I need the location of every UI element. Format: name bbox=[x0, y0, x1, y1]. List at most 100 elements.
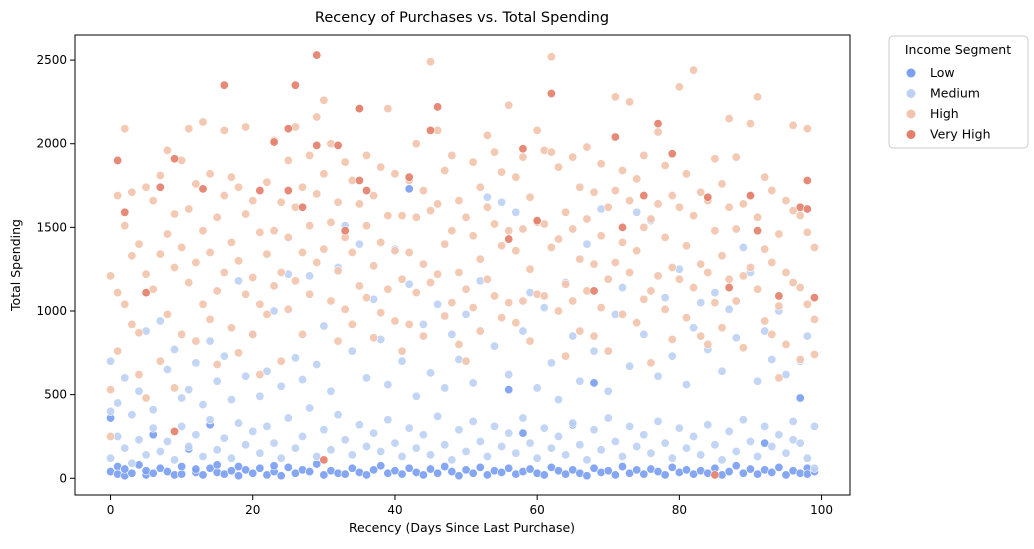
data-point bbox=[411, 443, 421, 453]
data-point bbox=[596, 303, 606, 313]
data-point bbox=[248, 329, 258, 339]
data-point bbox=[667, 453, 677, 463]
data-point bbox=[767, 467, 777, 477]
data-point bbox=[753, 284, 763, 294]
data-point bbox=[617, 222, 627, 232]
data-point bbox=[241, 371, 251, 381]
data-point bbox=[696, 331, 706, 341]
data-point bbox=[639, 191, 649, 201]
data-point bbox=[219, 191, 229, 201]
data-point bbox=[305, 289, 315, 299]
data-point bbox=[632, 246, 642, 256]
data-point bbox=[745, 464, 755, 474]
data-point bbox=[610, 257, 620, 267]
data-point bbox=[340, 435, 350, 445]
data-point bbox=[397, 356, 407, 366]
data-point bbox=[418, 319, 428, 329]
data-point bbox=[241, 209, 251, 219]
data-point bbox=[226, 453, 236, 463]
data-point bbox=[625, 268, 635, 278]
data-point bbox=[667, 149, 677, 159]
data-point bbox=[745, 263, 755, 273]
data-point bbox=[518, 144, 528, 154]
data-point bbox=[710, 226, 720, 236]
data-point bbox=[561, 450, 571, 460]
data-point bbox=[674, 274, 684, 284]
data-point bbox=[347, 346, 357, 356]
data-point bbox=[276, 356, 286, 366]
data-point bbox=[269, 281, 279, 291]
data-point bbox=[489, 421, 499, 431]
data-point bbox=[362, 373, 372, 383]
data-point bbox=[461, 212, 471, 222]
data-point bbox=[795, 355, 805, 365]
data-point bbox=[219, 268, 229, 278]
data-point bbox=[198, 299, 208, 309]
data-point bbox=[518, 296, 528, 306]
data-point bbox=[731, 296, 741, 306]
data-point bbox=[269, 438, 279, 448]
data-point bbox=[127, 468, 137, 478]
data-point bbox=[433, 269, 443, 279]
data-point bbox=[639, 469, 649, 479]
data-point bbox=[276, 453, 286, 463]
data-point bbox=[781, 268, 791, 278]
data-point bbox=[489, 341, 499, 351]
data-point bbox=[717, 323, 727, 333]
data-point bbox=[653, 271, 663, 281]
data-point bbox=[234, 348, 244, 358]
data-point bbox=[625, 97, 635, 107]
data-point bbox=[802, 331, 812, 341]
data-point bbox=[141, 450, 151, 460]
data-point bbox=[738, 468, 748, 478]
data-point bbox=[497, 441, 507, 451]
data-point bbox=[248, 273, 258, 283]
data-point bbox=[454, 339, 464, 349]
data-point bbox=[390, 169, 400, 179]
data-point bbox=[475, 436, 485, 446]
data-point bbox=[753, 376, 763, 386]
data-point bbox=[461, 309, 471, 319]
data-point bbox=[248, 196, 258, 206]
chart-title: Recency of Purchases vs. Total Spending bbox=[315, 10, 609, 26]
data-point bbox=[440, 440, 450, 450]
data-point bbox=[404, 423, 414, 433]
data-point bbox=[724, 426, 734, 436]
data-point bbox=[262, 249, 272, 259]
legend-label: Low bbox=[930, 65, 955, 80]
data-point bbox=[717, 179, 727, 189]
data-point bbox=[319, 425, 329, 435]
data-point bbox=[774, 291, 784, 301]
data-point bbox=[347, 463, 357, 473]
data-point bbox=[120, 207, 130, 217]
data-point bbox=[553, 234, 563, 244]
data-point bbox=[390, 438, 400, 448]
data-point bbox=[369, 191, 379, 201]
data-point bbox=[383, 284, 393, 294]
data-point bbox=[646, 286, 656, 296]
data-point bbox=[632, 465, 642, 475]
data-point bbox=[162, 309, 172, 319]
y-tick-label: 1500 bbox=[36, 220, 67, 234]
data-point bbox=[340, 226, 350, 236]
data-point bbox=[660, 232, 670, 242]
data-point bbox=[504, 226, 514, 236]
data-point bbox=[802, 204, 812, 214]
y-tick-label: 0 bbox=[59, 471, 67, 485]
data-point bbox=[148, 468, 158, 478]
data-point bbox=[511, 246, 521, 256]
data-point bbox=[753, 226, 763, 236]
data-point bbox=[120, 299, 130, 309]
data-point bbox=[760, 244, 770, 254]
data-point bbox=[639, 430, 649, 440]
data-point bbox=[582, 214, 592, 224]
data-point bbox=[219, 80, 229, 90]
data-point bbox=[283, 155, 293, 165]
data-point bbox=[198, 184, 208, 194]
data-point bbox=[333, 140, 343, 150]
data-point bbox=[674, 82, 684, 92]
data-point bbox=[653, 127, 663, 137]
data-point bbox=[710, 288, 720, 298]
data-point bbox=[617, 452, 627, 462]
